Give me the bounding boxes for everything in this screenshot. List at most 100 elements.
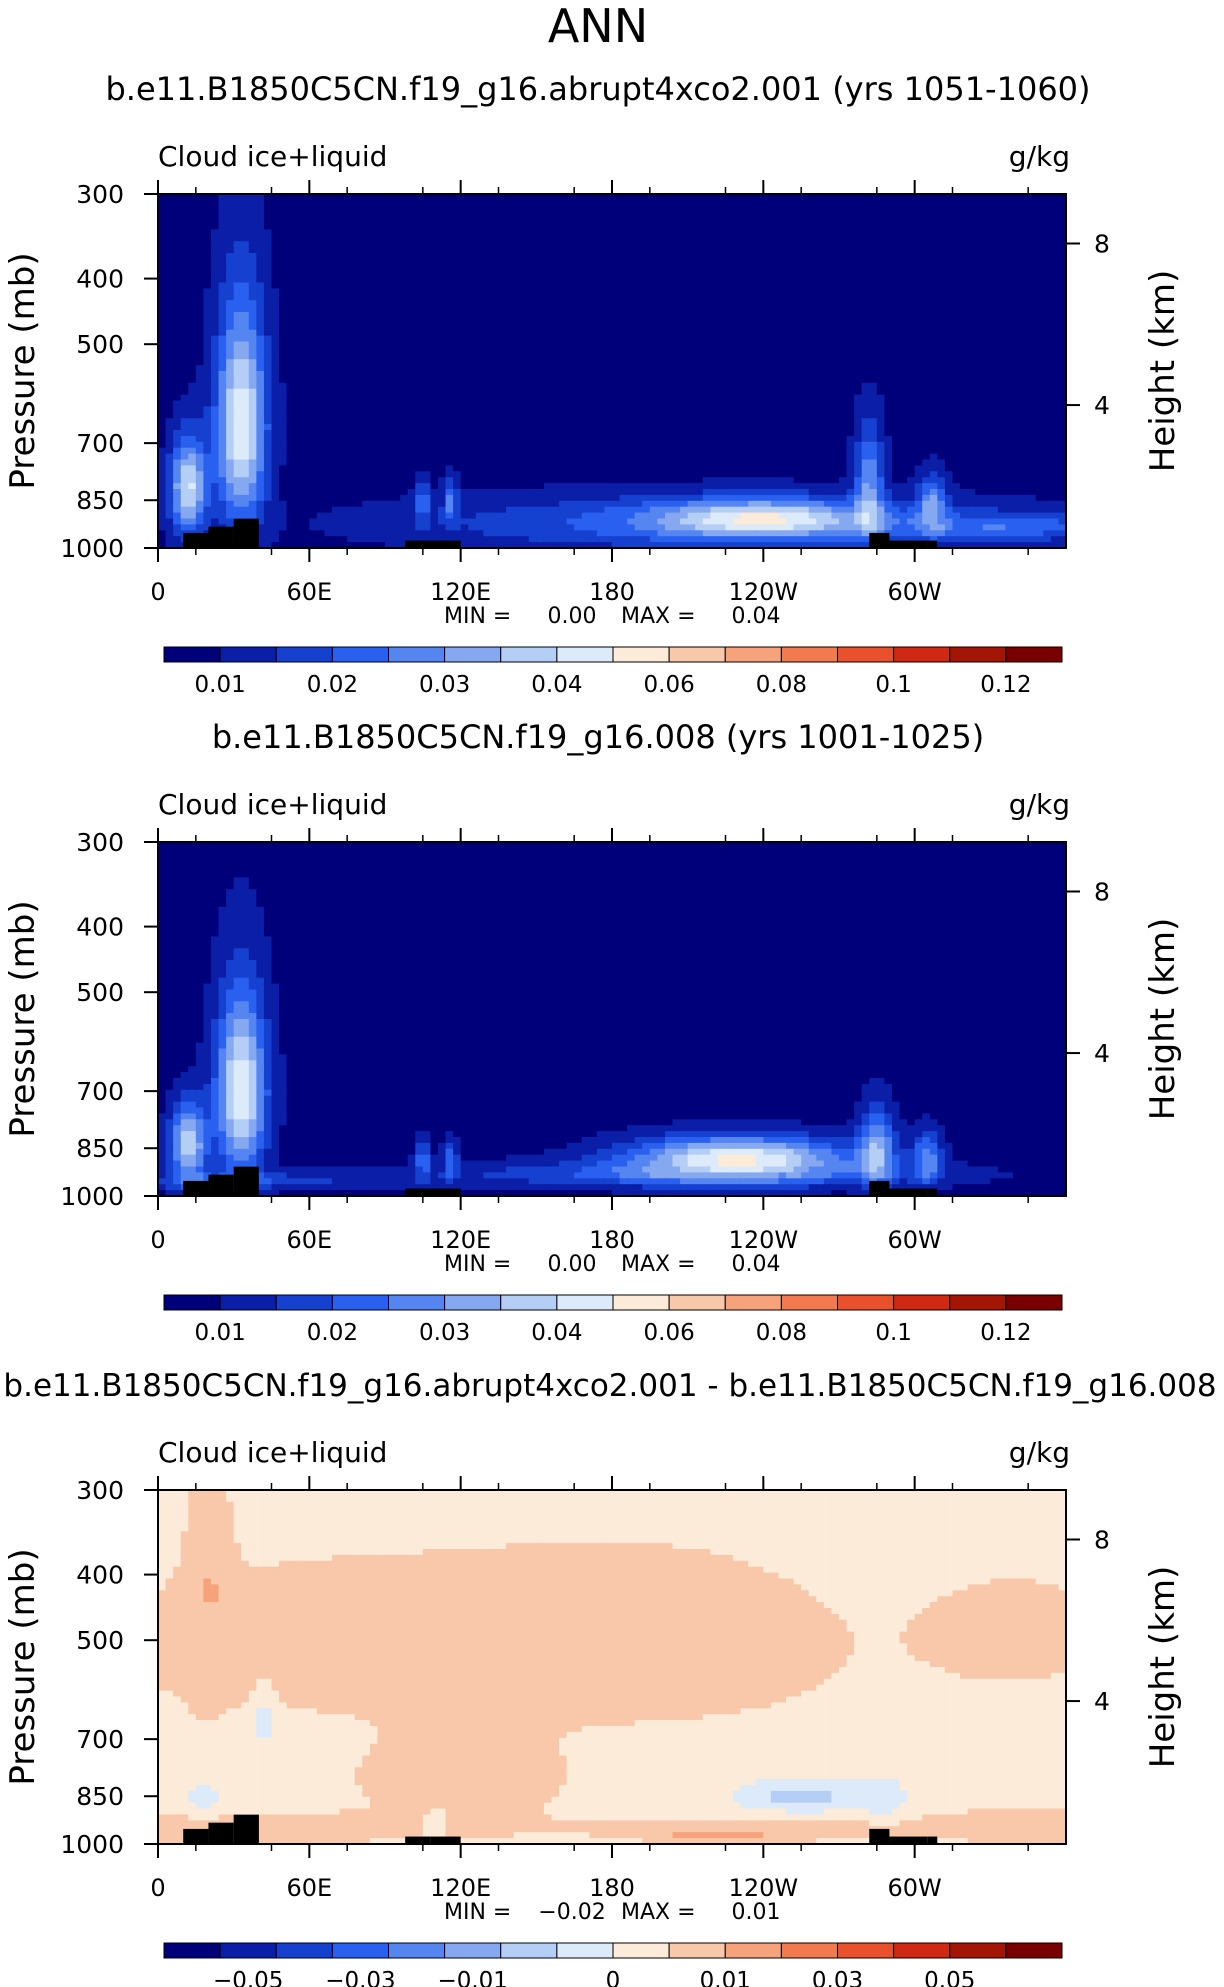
contour-cell [498,247,507,254]
contour-cell [1043,194,1052,201]
contour-cell [1005,418,1014,425]
contour-cell [907,347,916,354]
contour-cell [861,241,870,248]
contour-cell [740,223,749,230]
contour-cell [241,400,250,407]
contour-cell [437,241,447,248]
contour-cell [1005,312,1014,319]
contour-cell [975,300,984,307]
contour-cell [997,418,1007,425]
contour-cell [861,288,870,295]
contour-cell [369,382,379,390]
contour-cell [672,418,681,425]
contour-cell [997,412,1007,419]
contour-cell [248,241,257,248]
contour-cell [929,264,938,272]
contour-cell [248,306,257,313]
contour-cell [702,359,711,366]
contour-cell [188,294,197,301]
contour-cell [210,276,220,284]
contour-cell [922,247,931,254]
contour-cell [922,382,931,390]
contour-cell [309,194,318,201]
contour-cell [672,323,681,331]
contour-cell [490,235,500,242]
contour-cell [559,400,568,407]
contour-cell [218,247,227,254]
contour-cell [180,223,189,230]
contour-cell [990,217,999,225]
contour-cell [180,306,189,313]
contour-cell [309,205,318,213]
contour-cell [604,223,613,230]
contour-cell [279,199,288,207]
contour-cell [362,264,371,272]
contour-cell [1020,365,1029,372]
contour-cell [407,359,416,366]
contour-cell [483,258,492,266]
contour-cell [944,264,954,272]
contour-cell [256,306,265,313]
contour-cell [763,382,772,390]
contour-cell [415,424,424,431]
contour-cell [218,205,227,213]
contour-cell [952,229,961,236]
contour-cell [498,241,507,248]
contour-cell [596,329,606,337]
contour-cell [248,288,257,295]
contour-cell [294,412,303,419]
contour-cell [339,235,348,242]
contour-cell [884,430,893,437]
contour-cell [1050,376,1060,384]
contour-cell [218,264,227,272]
contour-cell [952,194,961,201]
contour-cell [460,217,469,225]
contour-cell [165,317,174,325]
contour-cell [407,217,416,225]
contour-cell [407,371,416,378]
contour-cell [975,430,984,437]
contour-cell [460,199,469,207]
contour-cell [778,253,787,260]
contour-cell [506,406,515,413]
contour-cell [695,394,704,402]
contour-cell [385,317,394,325]
contour-cell [188,223,197,230]
contour-cell [286,235,295,242]
contour-cell [808,258,817,266]
contour-cell [717,235,727,242]
contour-cell [339,394,348,402]
contour-cell [944,235,954,242]
contour-cell [733,306,742,313]
contour-cell [271,306,280,313]
contour-cell [702,241,711,248]
contour-cell [1028,253,1037,260]
contour-cell [559,294,568,301]
contour-cell [839,406,848,413]
contour-cell [695,388,704,396]
contour-cell [392,371,401,378]
contour-cell [180,241,189,248]
contour-cell [589,253,598,260]
contour-cell [884,341,893,348]
contour-cell [316,418,326,425]
contour-cell [210,312,220,319]
contour-cell [937,288,946,295]
contour-cell [1035,341,1044,348]
contour-cell [180,312,189,319]
contour-cell [876,300,885,307]
contour-cell [460,312,469,319]
contour-cell [1020,335,1029,343]
contour-cell [876,294,885,301]
contour-cell [899,400,908,407]
contour-cell [528,229,537,236]
contour-cell [687,288,696,295]
contour-cell [279,353,288,360]
contour-cell [770,217,780,225]
contour-cell [899,223,908,230]
contour-cell [279,288,288,295]
contour-cell [415,317,424,325]
contour-cell [801,194,810,201]
contour-cell [437,276,447,284]
contour-cell [952,258,961,266]
